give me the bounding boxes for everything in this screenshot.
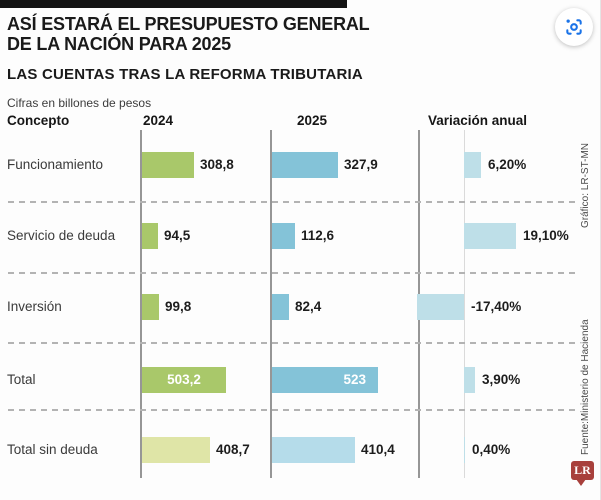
bar-variation — [464, 152, 481, 178]
credit-graphic: Gráfico: LR-ST-MN — [580, 142, 591, 228]
bar-2024 — [142, 437, 210, 463]
lr-logo-tail — [576, 479, 586, 486]
bar-variation — [417, 294, 464, 320]
axis-line-2025 — [270, 130, 272, 478]
bar-2025 — [272, 437, 355, 463]
bar-2025 — [272, 367, 378, 393]
row-separator — [8, 342, 576, 344]
bar-value-2025: 327,9 — [344, 157, 378, 172]
column-header-2025: 2025 — [297, 113, 328, 128]
row-label: Servicio de deuda — [7, 228, 116, 243]
column-header-concept: Concepto — [7, 113, 70, 128]
row-label: Inversión — [7, 299, 62, 314]
image-search-lens-icon — [566, 19, 582, 35]
bar-value-2025: 82,4 — [295, 299, 322, 314]
page-title: ASÍ ESTARÁ EL PRESUPUESTO GENERAL DE LA … — [7, 14, 370, 54]
bar-value-variation: 0,40% — [472, 442, 511, 457]
top-accent-bar — [0, 0, 347, 8]
variation-zero-line — [464, 130, 465, 478]
bar-value-2025: 523 — [343, 372, 366, 387]
bar-value-2024: 308,8 — [200, 157, 234, 172]
page-title-line2: DE LA NACIÓN PARA 2025 — [7, 34, 231, 54]
bar-value-2025: 410,4 — [361, 442, 395, 457]
bar-value-variation: 6,20% — [488, 157, 527, 172]
page-title-line1: ASÍ ESTARÁ EL PRESUPUESTO GENERAL — [7, 14, 370, 34]
units-note: Cifras en billones de pesos — [7, 96, 152, 110]
bar-2024 — [142, 367, 226, 393]
bar-value-variation: 3,90% — [482, 372, 521, 387]
axis-line-2024 — [140, 130, 142, 478]
column-header-variation: Variación anual — [428, 113, 528, 128]
bar-variation — [464, 437, 465, 463]
bar-variation — [464, 367, 475, 393]
bar-2024 — [142, 152, 194, 178]
column-header-2024: 2024 — [143, 113, 174, 128]
bar-2025 — [272, 152, 338, 178]
bar-value-variation: -17,40% — [471, 299, 522, 314]
row-label: Total — [7, 372, 36, 387]
credit-source: Fuente:Ministerio de Hacienda — [580, 319, 591, 455]
bar-variation — [464, 223, 516, 249]
bar-2024 — [142, 223, 158, 249]
bar-value-2024: 99,8 — [165, 299, 192, 314]
image-search-lens-button[interactable] — [555, 8, 593, 46]
row-label: Funcionamiento — [7, 157, 104, 172]
bar-value-2025: 112,6 — [301, 228, 335, 243]
row-separator — [8, 201, 576, 203]
bar-value-2024: 94,5 — [164, 228, 191, 243]
lr-logo: LR — [571, 461, 594, 480]
bar-value-2024: 408,7 — [216, 442, 250, 457]
row-separator — [8, 409, 576, 411]
row-separator — [8, 272, 576, 274]
row-label: Total sin deuda — [7, 442, 98, 457]
bar-2025 — [272, 294, 289, 320]
bar-2024 — [142, 294, 159, 320]
bar-value-2024: 503,2 — [167, 372, 201, 387]
page-subtitle: LAS CUENTAS TRAS LA REFORMA TRIBUTARIA — [7, 66, 363, 83]
bar-value-variation: 19,10% — [523, 228, 569, 243]
bar-2025 — [272, 223, 295, 249]
